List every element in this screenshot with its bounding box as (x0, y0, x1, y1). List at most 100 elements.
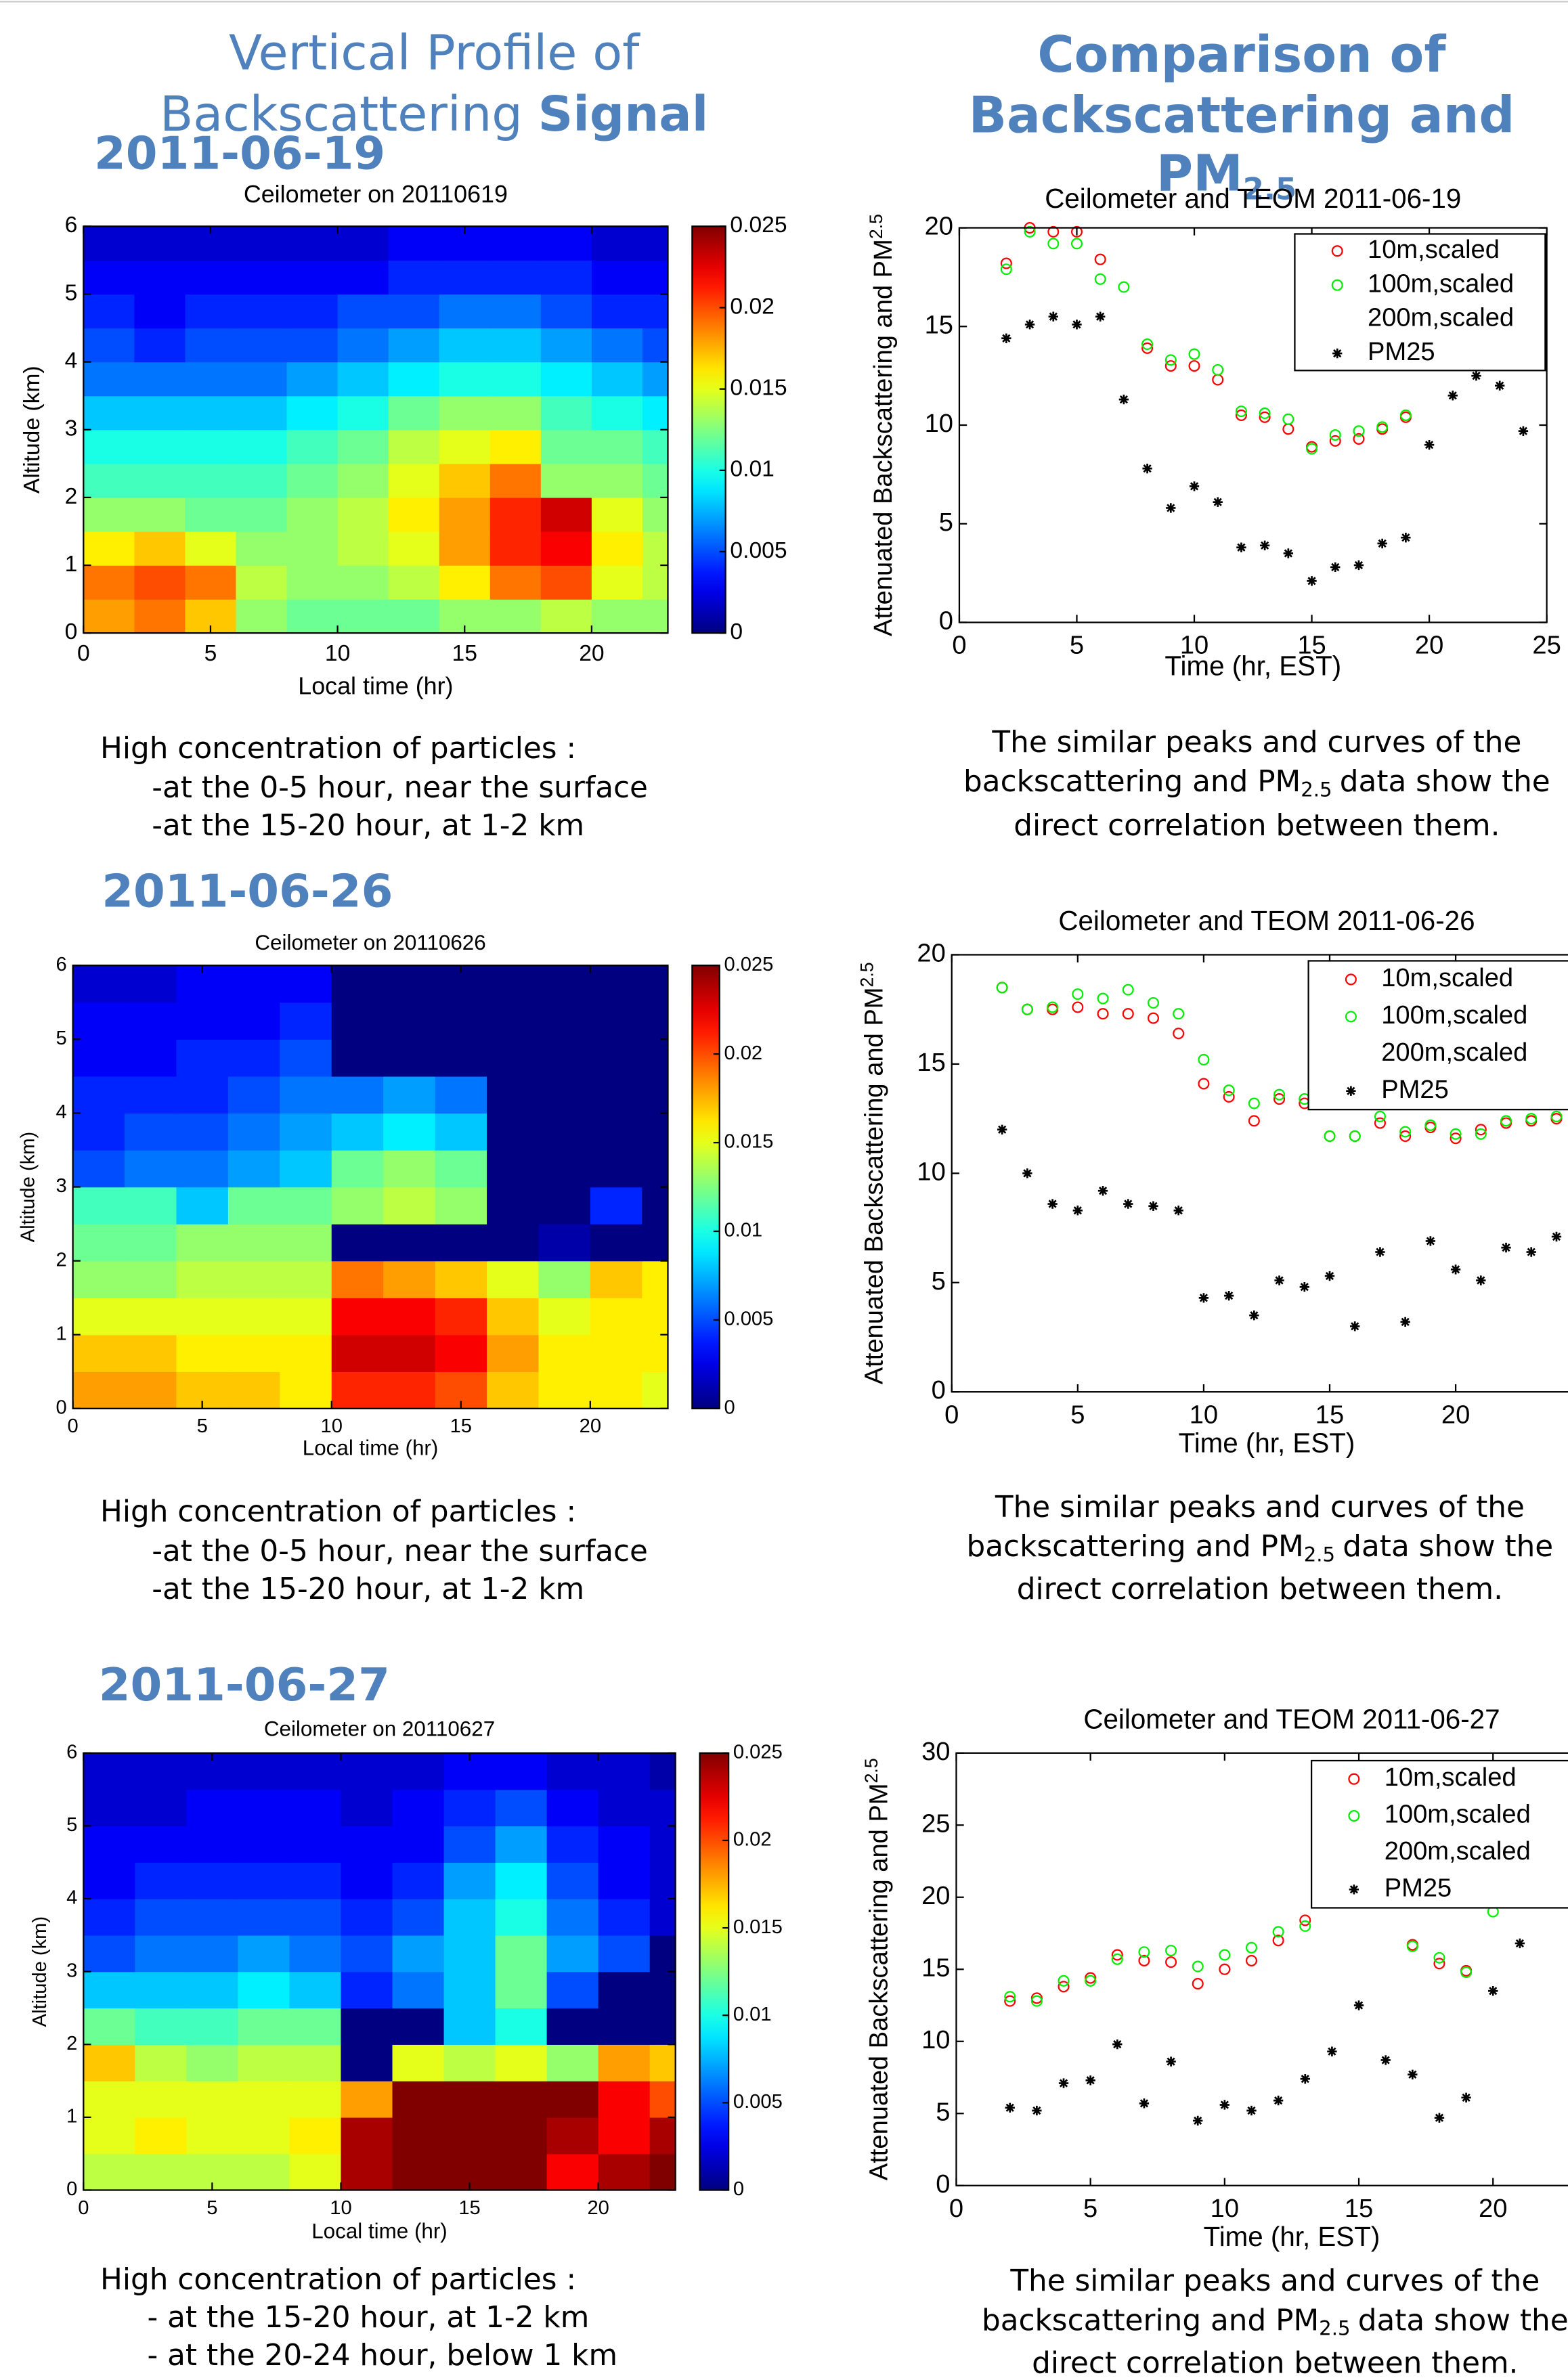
heat-cell (83, 2153, 136, 2191)
heat-cell (227, 1149, 280, 1188)
heat-cell (642, 1149, 669, 1188)
heat-cell (649, 1753, 676, 1790)
data-point (1353, 2000, 1364, 2010)
data-point (1058, 1981, 1070, 1993)
colorbar-tick-label: 0.015 (733, 1916, 783, 1938)
heat-cell (341, 2008, 393, 2045)
x-tick-label: 25 (1532, 632, 1561, 660)
caption-line: direct correlation between them. (1014, 808, 1500, 843)
data-point (1501, 1242, 1511, 1253)
heat-cell (540, 599, 592, 634)
heat-cell (286, 531, 339, 566)
heat-cell (590, 1149, 643, 1188)
y-tick-label: 20 (925, 213, 953, 241)
x-tick-label: 10 (1211, 2195, 1239, 2223)
heat-cell (540, 260, 592, 295)
x-tick-label: 15 (1315, 1401, 1344, 1429)
heat-cell (383, 1371, 436, 1409)
heat-cell (443, 2044, 496, 2081)
caption-text: data show the (1343, 1529, 1553, 1564)
heat-cell (186, 1862, 239, 1899)
data-point (1471, 370, 1481, 381)
heat-cell (341, 2153, 393, 2191)
y-tick-label: 20 (921, 1882, 950, 1910)
x-tick-label: 25 (1567, 1401, 1568, 1429)
heat-cell (443, 2117, 496, 2155)
x-tick-label: 0 (68, 1415, 79, 1437)
data-point (1353, 433, 1365, 445)
heat-cell (487, 1076, 540, 1114)
data-point (1282, 413, 1294, 425)
heat-cell (83, 2117, 136, 2155)
y-tick-label: 5 (936, 2098, 950, 2126)
heat-cell (227, 1371, 280, 1409)
heat-cell (487, 965, 540, 1003)
heat-cell (383, 1113, 436, 1151)
y-tick-label: 20 (917, 940, 945, 968)
left-heading: Backscattering Signal (160, 85, 708, 141)
data-point (1072, 1206, 1083, 1216)
data-point (1399, 1126, 1412, 1138)
heat-cell (546, 1826, 599, 1863)
heat-cell (185, 497, 237, 532)
note-line: - at the 20-24 hour, below 1 km (147, 2338, 617, 2373)
heat-cell (72, 1039, 125, 1077)
caption-line: direct correlation between them. (1017, 1572, 1503, 1606)
heat-cell (598, 2081, 651, 2118)
heat-cell (227, 1039, 280, 1077)
data-point (1072, 319, 1082, 330)
heat-cell (341, 2044, 393, 2081)
heat-cell (186, 2081, 239, 2118)
right-heading: Comparison of (1037, 26, 1446, 84)
heat-cell (176, 1298, 229, 1336)
y-axis-label-text: Attenuated Backscattering and PM (869, 239, 898, 636)
heat-cell (383, 1298, 436, 1336)
y-tick-label: 30 (921, 1738, 950, 1766)
heat-cell (383, 1076, 436, 1114)
heat-cell (540, 395, 592, 431)
heat-cell (590, 1371, 643, 1409)
heat-cell (280, 965, 332, 1003)
x-axis-label: Time (hr, EST) (1204, 2221, 1380, 2252)
y-tick-label: 3 (56, 1175, 66, 1197)
heat-cell (83, 2044, 136, 2081)
data-point (1165, 1945, 1177, 1957)
data-point (1450, 1264, 1461, 1275)
x-tick-label: 10 (1190, 1401, 1218, 1429)
data-point (1147, 996, 1160, 1009)
y-tick-label: 0 (936, 2170, 950, 2199)
heat-cell (331, 1334, 384, 1372)
data-point (1112, 2039, 1123, 2050)
heat-cell (135, 1826, 188, 1863)
heat-cell (176, 1334, 229, 1372)
heat-cell (83, 599, 135, 634)
heat-cell (489, 361, 542, 397)
heat-cell (546, 2008, 599, 2045)
heat-cell (134, 531, 186, 566)
legend-label: 10m,scaled (1385, 1763, 1517, 1792)
data-point (1048, 311, 1058, 322)
heat-cell (185, 395, 237, 431)
heat-cell (598, 1789, 651, 1827)
heat-cell (238, 2117, 290, 2155)
heat-cell (487, 1371, 540, 1409)
data-point (1164, 354, 1177, 366)
heat-cell (289, 1899, 342, 1936)
heat-cell (489, 497, 542, 532)
heat-cell (649, 2044, 676, 2081)
heat-cell (286, 497, 339, 532)
heat-cell (538, 1149, 591, 1188)
heat-cell (341, 1971, 393, 2009)
heat-cell (642, 294, 669, 329)
y-tick-label: 3 (66, 1960, 77, 1981)
heat-cell (489, 599, 542, 634)
chart-title: Ceilometer and TEOM 2011-06-27 (1083, 1703, 1500, 1734)
heat-cell (238, 2153, 290, 2191)
data-point (1399, 1130, 1412, 1142)
data-point (1408, 2069, 1418, 2079)
data-point (1000, 257, 1012, 269)
data-point (1097, 1008, 1109, 1020)
heat-cell (538, 1298, 591, 1336)
y-tick-label: 3 (65, 416, 78, 441)
heat-cell (280, 1260, 332, 1298)
